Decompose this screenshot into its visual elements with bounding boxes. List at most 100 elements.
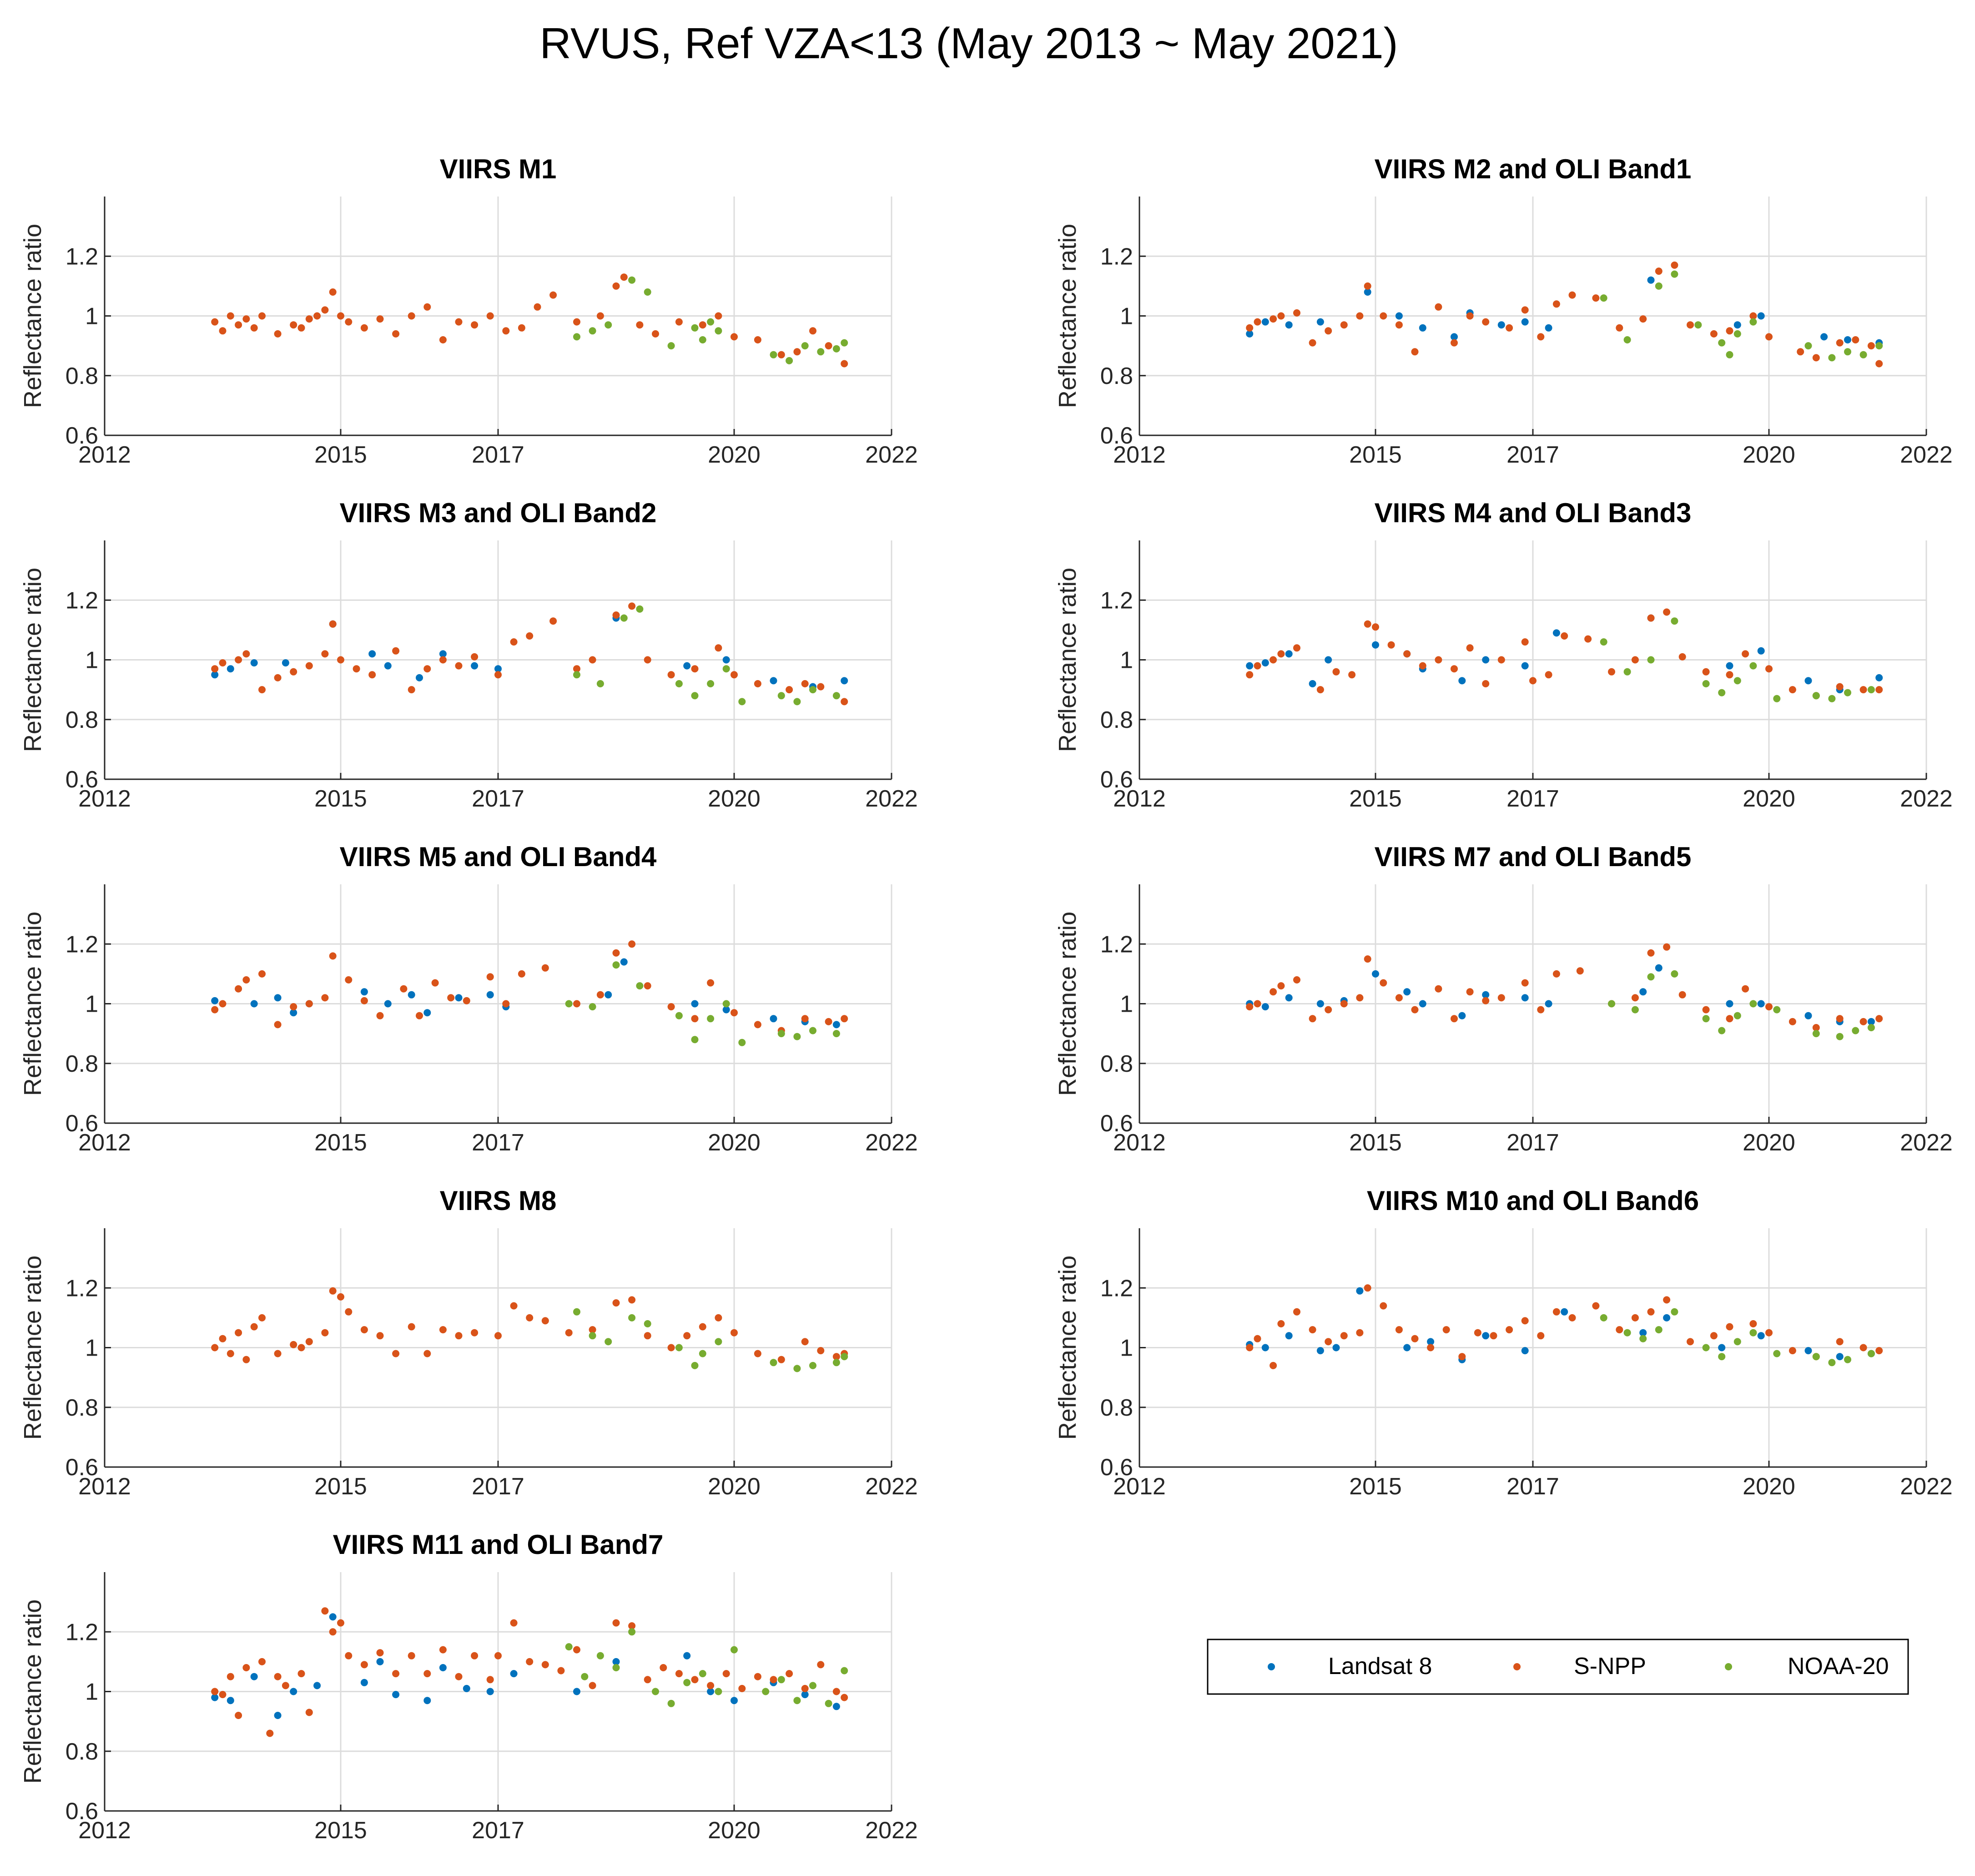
data-point <box>360 1326 368 1334</box>
y-tick-label: 0.8 <box>1100 1051 1133 1077</box>
data-point <box>1663 608 1671 616</box>
data-point <box>1655 282 1663 290</box>
data-point <box>644 288 651 296</box>
data-point <box>612 1664 620 1671</box>
data-point <box>1277 650 1285 658</box>
x-tick-label: 2015 <box>314 1473 367 1500</box>
data-point <box>841 1353 848 1361</box>
data-point <box>636 982 644 990</box>
data-point <box>1600 638 1607 646</box>
data-point <box>471 321 479 329</box>
data-point <box>1812 1353 1820 1361</box>
data-point <box>1812 354 1820 362</box>
data-point <box>707 318 715 326</box>
data-point <box>1678 653 1686 661</box>
data-point <box>620 958 628 966</box>
data-point <box>1631 656 1639 664</box>
data-point <box>1521 1317 1529 1325</box>
data-point <box>754 1673 761 1680</box>
panel-viirs-m8-series-noaa-20 <box>573 1308 848 1372</box>
data-point <box>1364 282 1371 290</box>
legend-label-s-npp: S-NPP <box>1574 1653 1646 1679</box>
data-point <box>1325 327 1332 335</box>
data-point <box>612 949 620 957</box>
data-point <box>1395 1326 1403 1334</box>
data-point <box>227 665 234 673</box>
data-point <box>1844 689 1851 696</box>
data-point <box>321 1329 329 1336</box>
panel-viirs-m5-and-oli-band4-series-noaa-20 <box>565 961 840 1046</box>
data-point <box>463 1684 470 1692</box>
data-point <box>1687 321 1694 329</box>
y-tick-label: 1.2 <box>65 1275 98 1301</box>
x-tick-label: 2012 <box>78 442 131 468</box>
data-point <box>384 1000 392 1008</box>
data-point <box>510 1619 518 1627</box>
data-point <box>1726 662 1733 670</box>
data-point <box>1309 1326 1316 1334</box>
data-point <box>471 653 479 661</box>
data-point <box>1482 997 1490 1004</box>
data-point <box>360 1661 368 1669</box>
panel-viirs-m7-and-oli-band5-title: VIIRS M7 and OLI Band5 <box>1375 842 1692 872</box>
data-point <box>423 665 431 673</box>
data-point <box>707 1015 715 1023</box>
data-point <box>1364 955 1371 963</box>
data-point <box>549 617 557 625</box>
data-point <box>1521 662 1529 670</box>
data-point <box>518 324 525 332</box>
data-point <box>329 1628 337 1636</box>
data-point <box>589 656 596 664</box>
x-tick-label: 2017 <box>1506 1130 1559 1156</box>
x-tick-label: 2012 <box>78 786 131 812</box>
panel-viirs-m4-and-oli-band3-ylabel: Reflectance ratio <box>1054 568 1081 752</box>
data-point <box>1655 267 1663 275</box>
data-point <box>290 1009 297 1017</box>
panel-viirs-m4-and-oli-band3-series-s-npp <box>1246 608 1883 700</box>
panel-viirs-m10-and-oli-band6-series-s-npp <box>1246 1284 1883 1369</box>
data-point <box>1442 1326 1450 1334</box>
data-point <box>455 1332 463 1340</box>
data-point <box>1671 1308 1678 1316</box>
data-point <box>1270 988 1277 996</box>
data-point <box>1466 312 1474 320</box>
data-point <box>258 686 266 694</box>
data-point <box>439 1664 447 1671</box>
y-tick-label: 1 <box>1120 647 1133 674</box>
data-point <box>242 1356 250 1363</box>
data-point <box>1435 303 1442 311</box>
y-tick-label: 0.8 <box>1100 707 1133 733</box>
data-point <box>825 342 832 350</box>
data-point <box>1639 315 1647 323</box>
data-point <box>777 351 785 358</box>
x-tick-label: 2020 <box>1743 442 1795 468</box>
data-point <box>667 342 675 350</box>
data-point <box>297 1670 305 1678</box>
panel-viirs-m4-and-oli-band3-title: VIIRS M4 and OLI Band3 <box>1375 498 1692 528</box>
data-point <box>683 1332 691 1340</box>
data-point <box>211 1006 219 1014</box>
data-point <box>573 671 580 679</box>
data-point <box>1372 623 1379 631</box>
data-point <box>266 1730 274 1737</box>
data-point <box>274 1021 282 1029</box>
y-tick-label: 1 <box>85 647 98 674</box>
data-point <box>1246 330 1254 338</box>
data-point <box>1647 973 1655 981</box>
data-point <box>1285 321 1293 329</box>
data-point <box>1451 665 1458 673</box>
data-point <box>376 315 384 323</box>
data-point <box>738 1039 746 1046</box>
data-point <box>1710 1332 1718 1340</box>
data-point <box>1757 312 1765 320</box>
data-point <box>376 1658 384 1665</box>
data-point <box>1867 686 1875 694</box>
data-point <box>1277 982 1285 990</box>
data-point <box>1364 1284 1371 1292</box>
data-point <box>628 276 636 284</box>
data-point <box>219 1335 227 1342</box>
panel-viirs-m5-and-oli-band4: 2012 2015 2017 2020 2022 0.6 0.8 1 1.2 VIIRS M5 a… <box>19 842 918 1156</box>
data-point <box>1277 312 1285 320</box>
data-point <box>423 1350 431 1357</box>
data-point <box>1316 686 1324 694</box>
